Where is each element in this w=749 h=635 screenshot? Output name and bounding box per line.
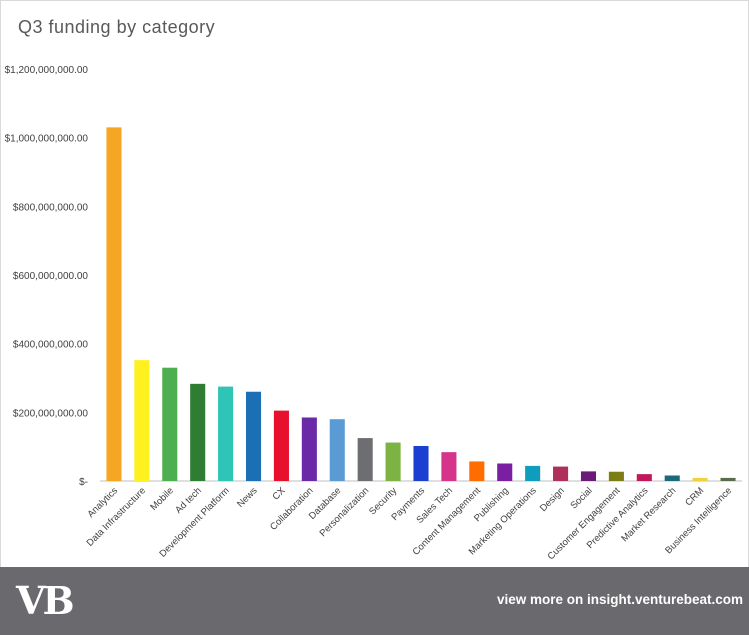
y-tick-label: $1,000,000,000.00 [5, 134, 89, 145]
bar-sales-tech [441, 452, 457, 481]
footer-bar: VB view more on insight.venturebeat.com [0, 567, 749, 635]
bar-news [245, 391, 262, 481]
insight-link[interactable]: view more on insight.venturebeat.com [496, 592, 743, 607]
bar-development-platform [218, 386, 234, 481]
x-tick-label: CRM [683, 485, 706, 508]
bar-mobile [162, 367, 178, 481]
x-tick-label: Design [538, 485, 567, 514]
x-tick-label: Social [569, 485, 595, 511]
chart-title: Q3 funding by category [18, 17, 216, 37]
venturebeat-logo: VB [16, 578, 75, 623]
bar-chart: $- $200,000,000.00 $400,000,000.00 $600,000… [5, 65, 742, 562]
bar-content-management [469, 461, 485, 481]
bar-analytics [106, 127, 122, 481]
bar-social [580, 471, 597, 481]
bar-ad-tech [190, 383, 206, 481]
bar-business-intelligence [720, 477, 736, 481]
y-tick-label: $400,000,000.00 [13, 340, 89, 351]
bar-publishing [497, 463, 513, 481]
y-tick-label: $200,000,000.00 [13, 408, 89, 419]
bar-security [385, 442, 401, 481]
bar-collaboration [301, 417, 317, 481]
bar-crm [692, 477, 708, 481]
x-tick-label: Mobile [148, 485, 176, 513]
bar-personalization [357, 438, 373, 481]
x-tick-label: Personalization [318, 485, 372, 539]
bar-market-research [664, 475, 680, 481]
bar-database [329, 419, 345, 481]
bars [106, 127, 736, 481]
bar-predictive-analytics [636, 474, 652, 481]
bar-marketing-operations [525, 465, 541, 481]
y-tick-label: $- [79, 477, 88, 488]
y-tick-label: $1,200,000,000.00 [5, 65, 89, 76]
bar-payments [413, 445, 429, 481]
bar-data-infrastructure [134, 360, 150, 481]
y-tick-label: $800,000,000.00 [13, 202, 89, 213]
bar-cx [273, 410, 289, 481]
bar-design [553, 466, 569, 481]
x-tick-label: News [235, 485, 260, 510]
x-tick-label: CX [270, 485, 288, 503]
bar-customer-engagement [608, 471, 624, 481]
y-tick-label: $600,000,000.00 [13, 271, 89, 282]
